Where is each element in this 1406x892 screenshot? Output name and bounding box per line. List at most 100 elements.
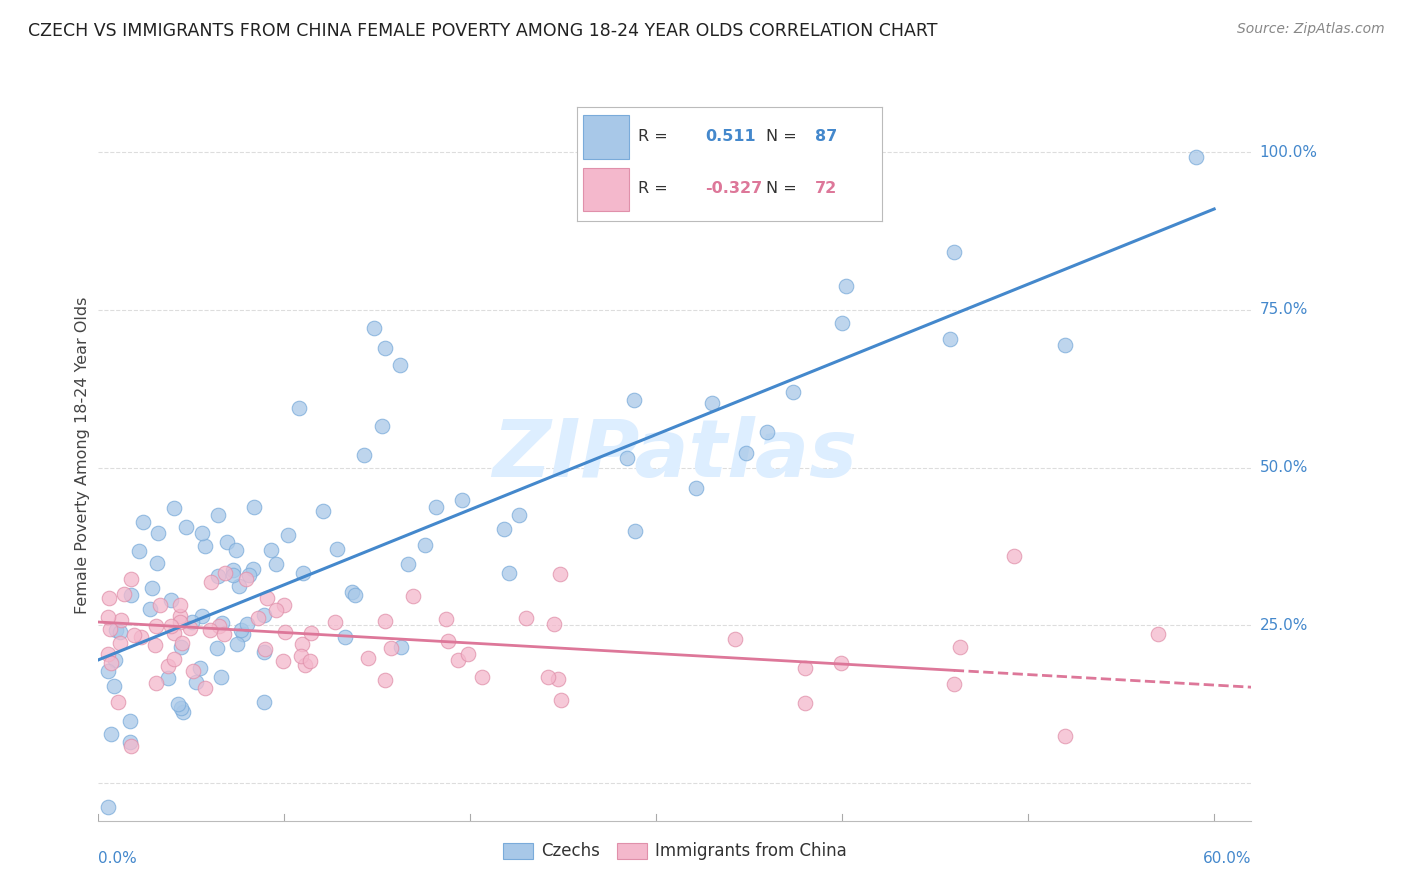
Point: [723, 632, 745, 646]
Point: [236, 616, 259, 631]
Point: [1147, 626, 1170, 640]
Point: [363, 321, 385, 335]
Point: [794, 661, 817, 675]
Point: [108, 636, 131, 650]
Point: [616, 450, 638, 465]
Point: [471, 670, 494, 684]
Point: [353, 448, 375, 462]
Point: [450, 493, 472, 508]
Point: [188, 661, 211, 675]
Point: [169, 599, 191, 613]
Point: [110, 614, 132, 628]
Point: [425, 500, 447, 515]
Point: [232, 627, 254, 641]
Point: [217, 535, 239, 549]
Point: [333, 630, 356, 644]
Point: [208, 618, 231, 632]
Point: [211, 616, 233, 631]
Point: [148, 525, 170, 540]
Point: [254, 641, 277, 656]
Point: [277, 528, 299, 542]
Point: [949, 640, 972, 655]
Point: [181, 615, 204, 629]
Point: [145, 618, 167, 632]
Point: [782, 384, 804, 399]
Point: [120, 739, 142, 753]
Point: [402, 589, 425, 603]
Point: [212, 627, 235, 641]
Text: 50.0%: 50.0%: [1260, 460, 1308, 475]
Point: [290, 649, 312, 664]
Point: [794, 696, 817, 710]
Text: ZIPatlas: ZIPatlas: [492, 416, 858, 494]
Point: [172, 636, 194, 650]
Point: [380, 640, 402, 655]
Point: [371, 419, 394, 434]
Point: [226, 637, 249, 651]
Point: [122, 628, 145, 642]
Point: [138, 602, 160, 616]
Point: [1054, 730, 1077, 744]
Point: [190, 525, 212, 540]
Point: [194, 540, 217, 554]
Point: [179, 621, 201, 635]
Point: [298, 654, 321, 668]
Point: [264, 558, 287, 572]
Point: [260, 543, 283, 558]
Point: [191, 608, 214, 623]
Point: [162, 626, 184, 640]
Point: [550, 693, 572, 707]
Point: [184, 675, 207, 690]
Text: 75.0%: 75.0%: [1260, 302, 1308, 318]
Point: [228, 579, 250, 593]
Point: [112, 587, 135, 601]
Text: CZECH VS IMMIGRANTS FROM CHINA FEMALE POVERTY AMONG 18-24 YEAR OLDS CORRELATION : CZECH VS IMMIGRANTS FROM CHINA FEMALE PO…: [28, 22, 938, 40]
Point: [170, 640, 193, 654]
Point: [256, 591, 278, 605]
Point: [831, 316, 853, 330]
Point: [271, 654, 294, 668]
Point: [312, 504, 335, 518]
Point: [547, 672, 569, 686]
Point: [132, 515, 155, 529]
Point: [146, 557, 169, 571]
Point: [548, 566, 571, 581]
Point: [200, 575, 222, 590]
Point: [207, 569, 229, 583]
Point: [214, 566, 236, 581]
Point: [835, 279, 858, 293]
Point: [340, 585, 363, 599]
Point: [299, 626, 322, 640]
Point: [174, 520, 197, 534]
Point: [508, 508, 530, 522]
Point: [1184, 150, 1206, 164]
Point: [120, 572, 142, 586]
Point: [323, 615, 346, 629]
Text: 25.0%: 25.0%: [1260, 617, 1308, 632]
Point: [229, 623, 252, 637]
Point: [247, 610, 270, 624]
Point: [294, 657, 316, 672]
Point: [446, 653, 468, 667]
Point: [374, 341, 396, 355]
Point: [194, 681, 217, 696]
Point: [374, 673, 396, 687]
Point: [129, 630, 152, 644]
Point: [167, 697, 190, 711]
Point: [100, 622, 122, 636]
Point: [273, 598, 295, 612]
Point: [118, 735, 141, 749]
Point: [1002, 549, 1025, 563]
Point: [253, 645, 276, 659]
Point: [225, 543, 247, 558]
Point: [434, 611, 457, 625]
Point: [163, 501, 186, 516]
Point: [120, 588, 142, 602]
Point: [98, 591, 121, 606]
Point: [436, 634, 458, 648]
Point: [290, 637, 312, 651]
Point: [200, 624, 222, 638]
Legend: Czechs, Immigrants from China: Czechs, Immigrants from China: [496, 836, 853, 867]
Point: [172, 705, 194, 719]
Point: [120, 714, 142, 729]
